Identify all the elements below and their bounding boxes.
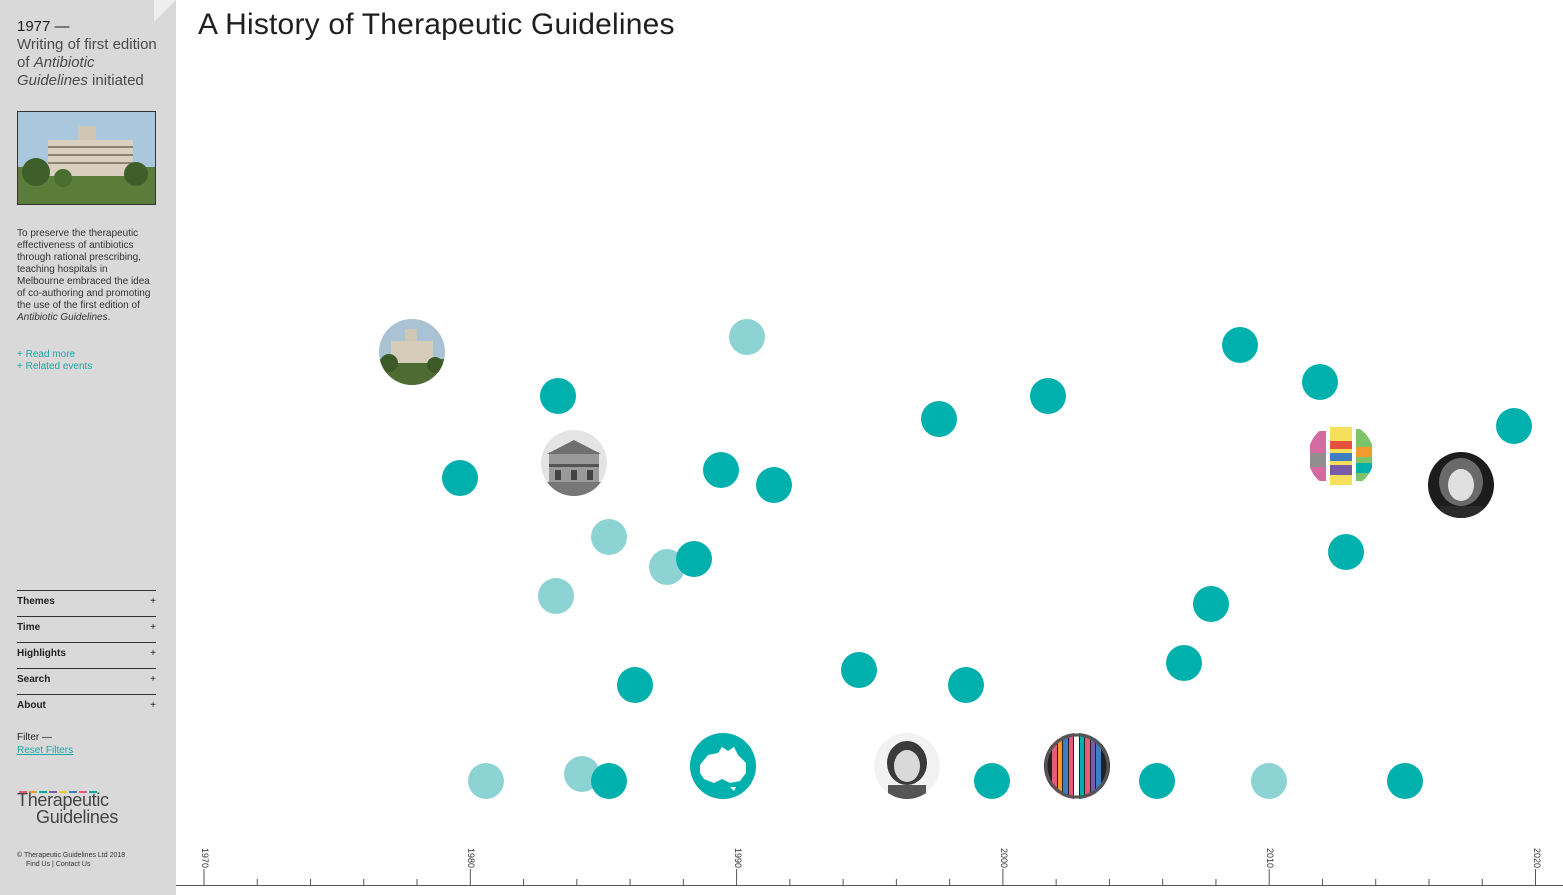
read-more-link[interactable]: + Read more (17, 349, 76, 360)
colorful-books-photo-art (1308, 422, 1375, 489)
timeline-event-dot[interactable] (1139, 763, 1176, 800)
therapeutic-guidelines-logo[interactable]: Therapeutic Guidelines (17, 788, 137, 828)
timeline-event-dot[interactable] (1301, 363, 1338, 400)
hospital-building-photo[interactable] (378, 319, 445, 385)
heritage-house-photo-art (541, 430, 608, 496)
menu-item-label: Highlights (17, 648, 66, 659)
event-title-suffix: initiated (87, 72, 144, 89)
event-title-text: Writing of first edition of (17, 36, 157, 71)
event-description-text: To preserve the therapeutic effectivenes… (17, 228, 151, 311)
timeline-event-dot[interactable] (537, 578, 574, 615)
event-description-suffix: . (107, 312, 111, 323)
timeline-event-dot[interactable] (1496, 408, 1533, 444)
event-description: To preserve the therapeutic effectivenes… (17, 228, 157, 324)
plus-icon: + (150, 622, 156, 633)
axis-label-1970: 1970 (200, 848, 210, 869)
reset-filters-link[interactable]: Reset Filters (17, 745, 74, 756)
logo-line-2: Guidelines (36, 807, 119, 827)
timeline-event-dot[interactable] (974, 763, 1011, 800)
event-year: 1977 — (17, 18, 70, 35)
axis-label-1980: 1980 (466, 848, 477, 869)
timeline-event-dot[interactable] (1165, 644, 1202, 681)
axis-label-2000: 2000 (998, 848, 1009, 869)
menu-item-label: Themes (17, 596, 55, 607)
timeline-axis (176, 869, 1563, 886)
menu-item-label: Search (17, 674, 51, 685)
timeline-event-dot[interactable] (920, 400, 957, 437)
hospital-building-image (18, 112, 155, 204)
event-title: Writing of first edition of Antibiotic G… (17, 36, 157, 89)
page-title: A History of Therapeutic Guidelines (198, 8, 675, 41)
woman-portrait-photo[interactable] (874, 733, 941, 800)
timeline-event-dot[interactable] (1030, 378, 1067, 415)
heritage-house-photo[interactable] (541, 430, 608, 496)
hospital-building-photo-art (378, 319, 445, 385)
related-events-link[interactable]: + Related events (17, 361, 93, 372)
event-thumbnail[interactable] (17, 111, 156, 205)
menu-item-about[interactable]: About + (17, 694, 156, 720)
timeline-event-dot[interactable] (1251, 763, 1288, 800)
plus-icon: + (150, 674, 156, 685)
plus-icon: + (150, 648, 156, 659)
event-description-emphasis: Antibiotic Guidelines (17, 312, 108, 323)
axis-label-2010: 2010 (1265, 848, 1276, 869)
sidebar: 1977 — Writing of first edition of Antibi… (0, 0, 176, 895)
australia-map-icon-art (690, 733, 757, 800)
timeline-event-dot[interactable] (590, 519, 627, 555)
timeline-event-dot[interactable] (540, 378, 577, 415)
plus-icon: + (150, 596, 156, 607)
timeline-event-dot[interactable] (1192, 585, 1229, 622)
timeline-event-dot[interactable] (441, 459, 478, 496)
menu-item-search[interactable]: Search + (17, 668, 156, 694)
plus-icon: + (150, 700, 156, 711)
woman-portrait-photo-2[interactable] (1427, 452, 1494, 519)
menu-item-time[interactable]: Time + (17, 616, 156, 642)
menu-item-highlights[interactable]: Highlights + (17, 642, 156, 668)
timeline-chart: 1970 1980 1990 2000 2010 2020 (176, 0, 1563, 895)
menu-item-label: Time (17, 622, 41, 633)
timeline-event-dot[interactable] (675, 541, 712, 578)
timeline-event-dot[interactable] (590, 763, 627, 800)
australia-map-icon[interactable] (690, 733, 757, 800)
event-title-emphasis: Antibiotic Guidelines (17, 54, 95, 89)
woman-portrait-photo-art (874, 733, 941, 800)
timeline-event-dot[interactable] (729, 319, 766, 356)
timeline-event-dot[interactable] (1387, 763, 1423, 800)
footer: © Therapeutic Guidelines Ltd 2018 Find U… (17, 851, 125, 869)
timeline-event-dot[interactable] (468, 763, 505, 800)
axis-label-1990: 1990 (732, 848, 743, 869)
timeline-event-dot[interactable] (617, 667, 654, 703)
sidebar-menu: Themes + Time + Highlights + Search + About + (17, 590, 156, 720)
colorful-books-photo[interactable] (1308, 422, 1375, 489)
striped-book-spines-photo[interactable] (1044, 733, 1111, 800)
page-fold-corner (154, 0, 176, 22)
event-heading: 1977 — Writing of first edition of Antibi… (17, 18, 159, 90)
timeline-event-dot[interactable] (841, 652, 878, 689)
logo-line-1: Therapeutic (17, 790, 109, 810)
filter-label: Filter — (17, 732, 52, 743)
copyright-text: © Therapeutic Guidelines Ltd 2018 (17, 852, 126, 859)
timeline-event-dot[interactable] (947, 667, 984, 703)
woman-portrait-photo-2-art (1427, 452, 1494, 519)
timeline-event-dot[interactable] (1328, 533, 1365, 570)
timeline-event-dot[interactable] (1221, 326, 1258, 363)
striped-book-spines-photo-art (1044, 733, 1111, 800)
timeline-event-dot[interactable] (755, 467, 792, 504)
menu-item-label: About (17, 700, 46, 711)
timeline-event-dot[interactable] (702, 452, 739, 489)
menu-item-themes[interactable]: Themes + (17, 590, 156, 616)
axis-label-2020: 2020 (1531, 848, 1542, 869)
filter-section: Filter — Reset Filters (17, 731, 73, 757)
logo-color-bar-icon (19, 791, 97, 793)
footer-links[interactable]: Find Us | Contact Us (26, 861, 91, 868)
